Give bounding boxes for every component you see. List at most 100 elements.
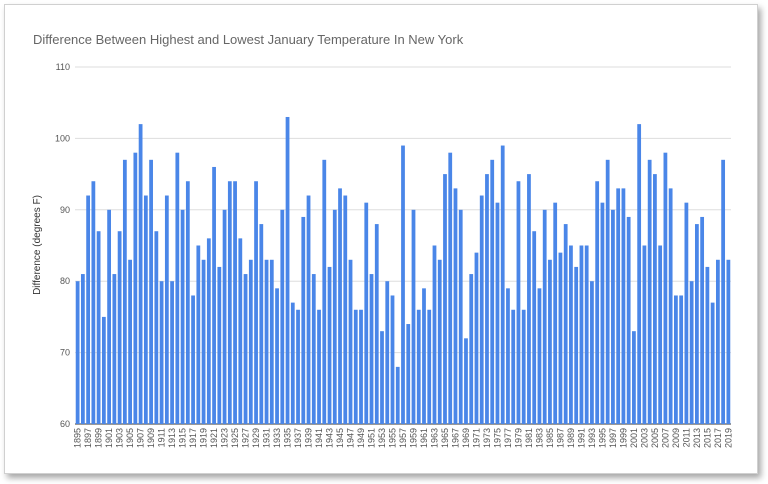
x-tick-label: 1973 xyxy=(482,428,492,448)
x-tick-label: 1989 xyxy=(566,428,576,448)
bar xyxy=(527,174,531,424)
bar xyxy=(532,231,537,424)
bar xyxy=(600,202,605,424)
bar xyxy=(390,295,395,424)
bar xyxy=(117,231,122,424)
x-tick-label: 2019 xyxy=(723,428,733,448)
x-tick-label: 1945 xyxy=(335,428,345,448)
x-tick-label: 1997 xyxy=(608,428,618,448)
bar xyxy=(217,266,222,424)
bar xyxy=(180,209,185,424)
bar xyxy=(332,209,337,424)
bar xyxy=(495,202,500,424)
bar xyxy=(537,288,542,424)
x-tick-label: 1921 xyxy=(209,428,219,448)
x-tick-label: 1955 xyxy=(388,428,398,448)
bar xyxy=(233,181,237,424)
x-tick-label: 1999 xyxy=(618,428,628,448)
bar xyxy=(479,195,484,424)
bar xyxy=(443,174,447,424)
bar xyxy=(107,209,112,424)
bar xyxy=(595,181,600,424)
x-tick-label: 1933 xyxy=(272,428,282,448)
x-tick-label: 1907 xyxy=(136,428,146,448)
bar xyxy=(254,181,258,424)
x-tick-label: 1975 xyxy=(492,428,502,448)
bar xyxy=(369,274,374,424)
bar xyxy=(605,159,610,424)
bar xyxy=(101,316,106,424)
bar xyxy=(301,216,306,424)
bar xyxy=(201,259,206,424)
y-axis-title: Difference (degrees F) xyxy=(32,195,43,295)
y-tick-label: 70 xyxy=(60,348,70,358)
bar xyxy=(642,245,647,424)
bar xyxy=(133,152,138,424)
bar xyxy=(285,116,290,424)
x-tick-label: 1971 xyxy=(471,428,481,448)
x-tick-label: 1903 xyxy=(115,428,125,448)
chart-title: Difference Between Highest and Lowest Ja… xyxy=(33,32,464,47)
bar xyxy=(448,152,453,424)
x-tick-label: 1961 xyxy=(419,428,429,448)
bar xyxy=(222,209,227,424)
y-tick-label: 110 xyxy=(56,62,70,72)
bar xyxy=(490,159,495,424)
bar xyxy=(269,259,274,424)
bar xyxy=(327,266,332,424)
bar xyxy=(196,245,201,424)
bar xyxy=(348,259,353,424)
bar xyxy=(542,209,547,424)
bar xyxy=(422,288,426,424)
x-tick-label: 1915 xyxy=(178,428,188,448)
bar xyxy=(616,188,621,424)
bar xyxy=(143,195,148,424)
x-tick-label: 1913 xyxy=(167,428,177,448)
x-tick-label: 1947 xyxy=(346,428,356,448)
bar xyxy=(563,224,568,424)
bar xyxy=(138,124,143,425)
y-tick-label: 90 xyxy=(60,205,70,215)
bar xyxy=(275,288,279,424)
bar xyxy=(511,309,516,424)
bar xyxy=(212,166,216,424)
bar xyxy=(548,259,552,424)
x-tick-label: 1901 xyxy=(104,428,114,448)
bar xyxy=(264,259,269,424)
bar xyxy=(569,245,573,424)
y-tick-label: 80 xyxy=(60,276,70,286)
bar xyxy=(170,281,174,424)
x-tick-label: 2003 xyxy=(639,428,649,448)
bar xyxy=(679,295,684,424)
bar xyxy=(590,281,594,424)
bar xyxy=(574,266,579,424)
bar xyxy=(553,202,558,424)
bar xyxy=(185,181,190,424)
x-tick-label: 2015 xyxy=(702,428,712,448)
bar xyxy=(149,159,153,424)
x-tick-label: 1957 xyxy=(398,428,408,448)
bar xyxy=(416,309,421,424)
bar xyxy=(726,259,731,424)
bar xyxy=(647,159,652,424)
bar xyxy=(427,309,432,424)
x-tick-label: 1917 xyxy=(188,428,198,448)
bar xyxy=(474,252,479,424)
x-tick-label: 2005 xyxy=(650,428,660,448)
x-tick-label: 1905 xyxy=(125,428,135,448)
x-tick-label: 1929 xyxy=(251,428,261,448)
x-tick-label: 1925 xyxy=(230,428,240,448)
bar xyxy=(238,238,243,424)
bar xyxy=(611,209,615,424)
bar xyxy=(464,338,468,424)
x-tick-label: 1937 xyxy=(293,428,303,448)
bar xyxy=(343,195,348,424)
bar xyxy=(80,274,85,424)
bar xyxy=(668,188,673,424)
bar xyxy=(206,238,211,424)
x-tick-label: 1959 xyxy=(408,428,418,448)
x-tick-label: 1941 xyxy=(314,428,324,448)
bar xyxy=(359,309,363,424)
